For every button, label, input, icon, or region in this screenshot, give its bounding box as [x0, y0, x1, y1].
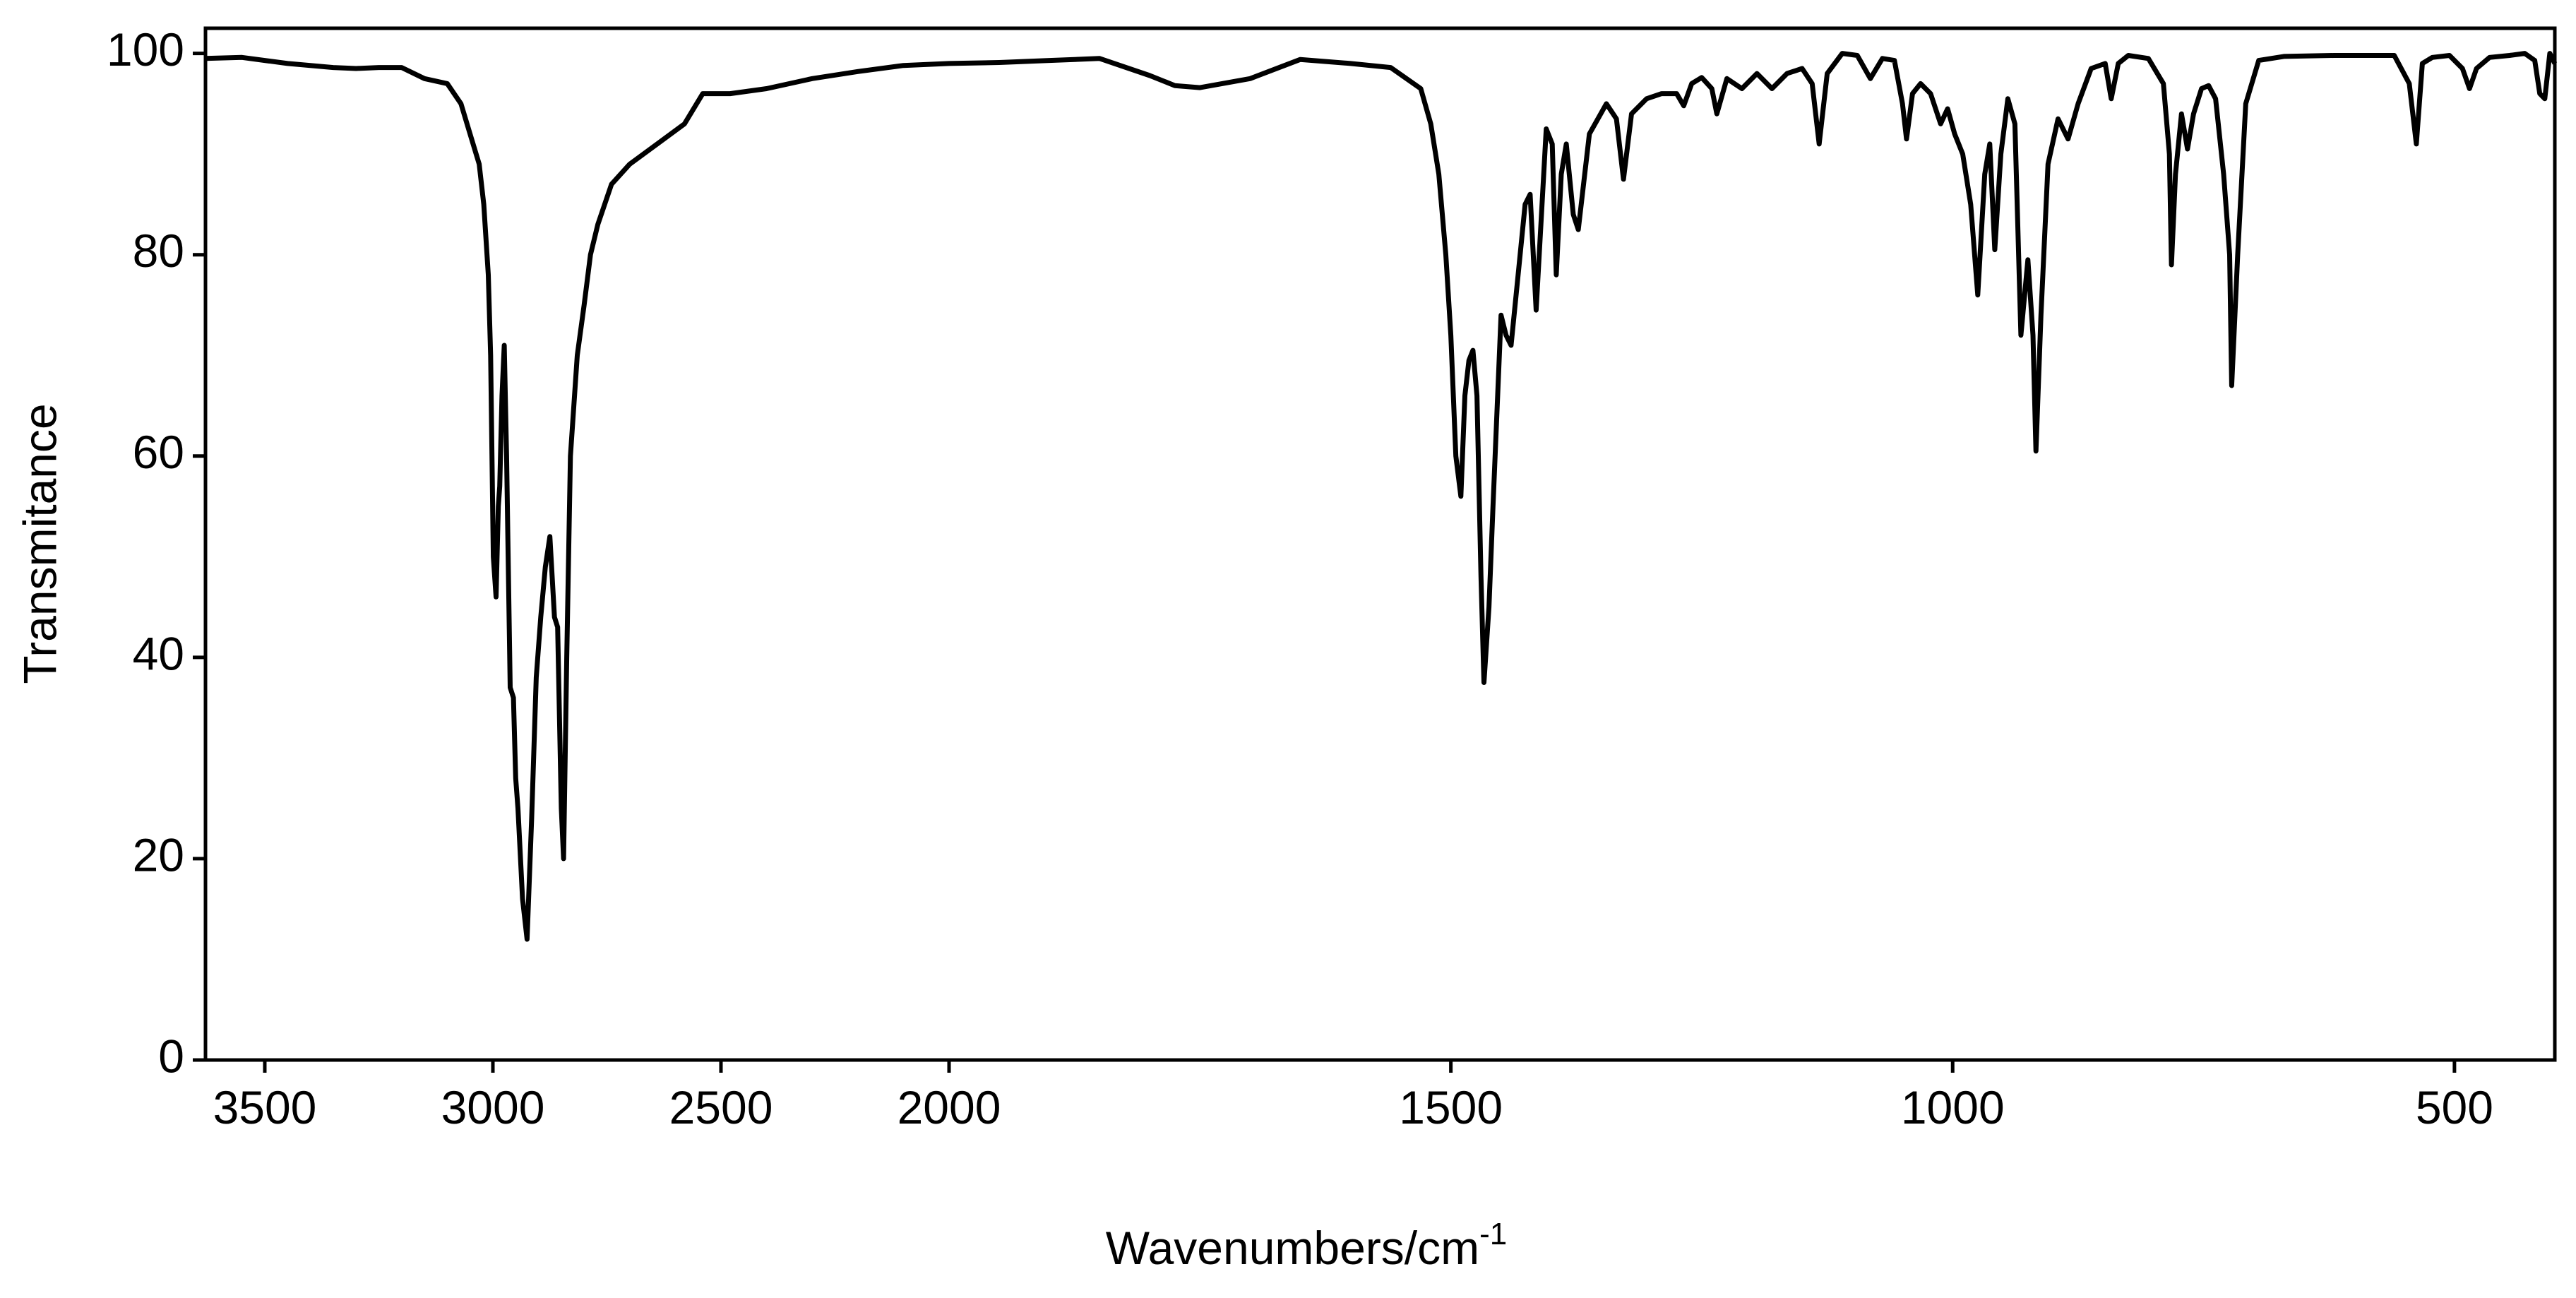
plot-frame	[203, 26, 2557, 1062]
x-axis-title-text: Wavenumbers/cm	[1106, 1222, 1479, 1274]
y-axis-title: Transmitance	[13, 403, 66, 684]
y-tick-label: 80	[133, 225, 184, 277]
x-tick-label: 3000	[441, 1081, 545, 1133]
x-tick-label: 500	[2416, 1081, 2493, 1133]
x-tick-label: 3500	[213, 1081, 317, 1133]
y-tick-label: 20	[133, 828, 184, 881]
x-axis-title-superscript: -1	[1479, 1217, 1507, 1251]
spectrum-line	[205, 51, 2558, 942]
x-axis-title: Wavenumbers/cm-1	[1106, 1217, 1507, 1274]
x-tick-label: 2500	[669, 1081, 773, 1133]
y-tick-label: 40	[133, 627, 184, 679]
x-tick-label: 2000	[898, 1081, 1001, 1133]
y-tick-label: 100	[107, 23, 184, 76]
y-tick-label: 0	[158, 1030, 184, 1082]
x-tick-label: 1500	[1399, 1081, 1503, 1133]
x-tick-label: 1000	[1901, 1081, 2005, 1133]
y-tick-label: 60	[133, 426, 184, 478]
